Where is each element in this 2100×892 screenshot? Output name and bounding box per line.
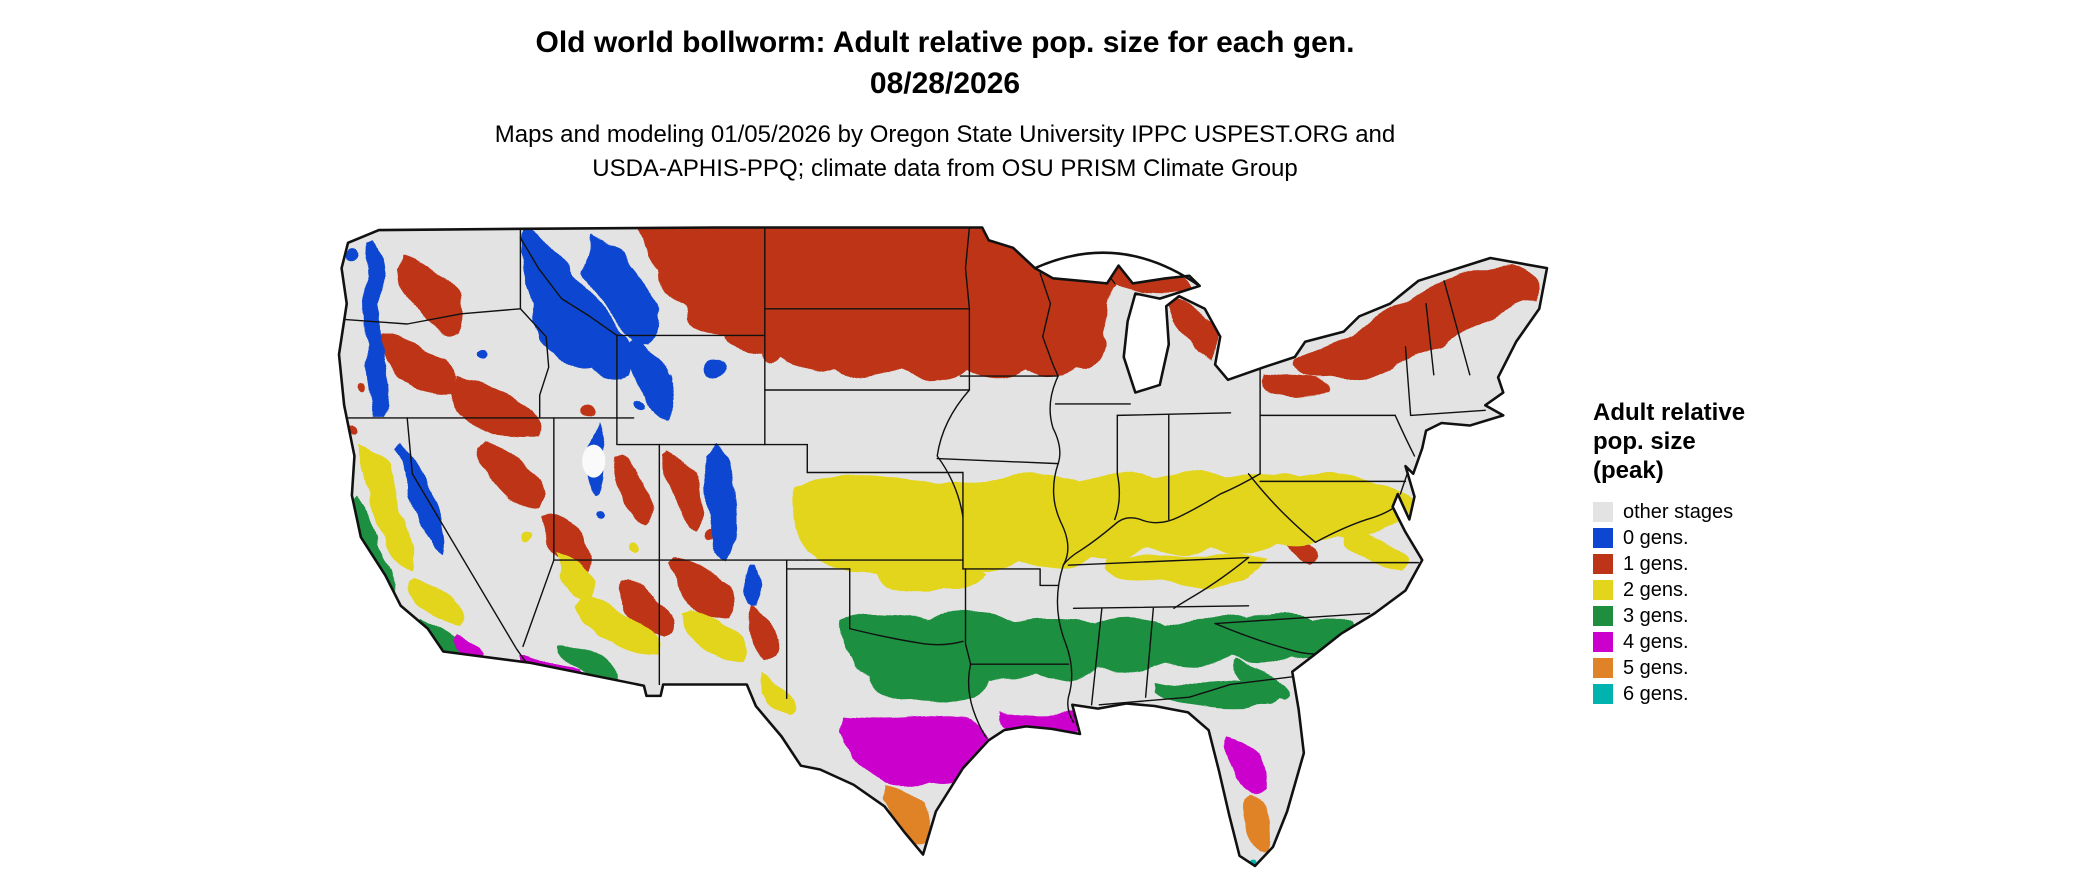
legend-items: other stages 0 gens. 1 gens. 2 gens. 3 g…: [1593, 499, 1853, 707]
legend-label-6-gens: 6 gens.: [1623, 683, 1689, 705]
legend-item-1-gens: 1 gens.: [1593, 551, 1853, 577]
page-title: Old world bollworm: Adult relative pop. …: [0, 22, 1890, 104]
legend-label-2-gens: 2 gens.: [1623, 579, 1689, 601]
lake-superior-border-line: [1034, 251, 1201, 287]
legend-item-other-stages: other stages: [1593, 499, 1853, 525]
generation-bands: [344, 227, 1541, 866]
legend-title-line-1: Adult relative: [1593, 399, 1746, 426]
credits-line-1: Maps and modeling 01/05/2026 by Oregon S…: [494, 121, 1396, 148]
legend-swatch-5-gens: [1593, 658, 1613, 678]
legend-swatch-1-gens: [1593, 554, 1613, 574]
map-layer-2-gens: [358, 440, 1418, 718]
us-outline: [337, 226, 1549, 868]
us-map-svg: [337, 226, 1549, 868]
legend-item-2-gens: 2 gens.: [1593, 577, 1853, 603]
legend-item-0-gens: 0 gens.: [1593, 525, 1853, 551]
legend-label-0-gens: 0 gens.: [1623, 527, 1689, 549]
legend-swatch-6-gens: [1593, 684, 1613, 704]
legend-title: Adult relative pop. size (peak): [1593, 398, 1853, 485]
us-generations-map: [330, 225, 1565, 885]
legend-swatch-4-gens: [1593, 632, 1613, 652]
legend-title-line-2: pop. size: [1593, 428, 1696, 455]
state-borders: [339, 227, 1486, 739]
legend-label-4-gens: 4 gens.: [1623, 631, 1689, 653]
legend-item-4-gens: 4 gens.: [1593, 629, 1853, 655]
credits-line-2: USDA-APHIS-PPQ; climate data from OSU PR…: [592, 155, 1298, 182]
legend-label-other-stages: other stages: [1623, 501, 1734, 523]
legend-label-1-gens: 1 gens.: [1623, 553, 1689, 575]
legend-swatch-2-gens: [1593, 580, 1613, 600]
legend-swatch-other-stages: [1593, 502, 1613, 522]
legend-title-line-3: (peak): [1593, 457, 1664, 484]
title-date: 08/28/2026: [869, 67, 1021, 100]
legend-item-5-gens: 5 gens.: [1593, 655, 1853, 681]
title-line-1: Old world bollworm: Adult relative pop. …: [535, 26, 1355, 59]
legend-swatch-3-gens: [1593, 606, 1613, 626]
great-salt-lake: [582, 444, 606, 478]
map-layer-1-gens: [350, 227, 1541, 662]
legend-label-3-gens: 3 gens.: [1623, 605, 1689, 627]
legend: Adult relative pop. size (peak) other st…: [1593, 398, 1853, 707]
legend-swatch-0-gens: [1593, 528, 1613, 548]
map-layer-0-gens: [344, 227, 762, 607]
legend-item-6-gens: 6 gens.: [1593, 681, 1853, 707]
legend-item-3-gens: 3 gens.: [1593, 603, 1853, 629]
legend-label-5-gens: 5 gens.: [1623, 657, 1689, 679]
map-credits: Maps and modeling 01/05/2026 by Oregon S…: [0, 118, 1890, 186]
